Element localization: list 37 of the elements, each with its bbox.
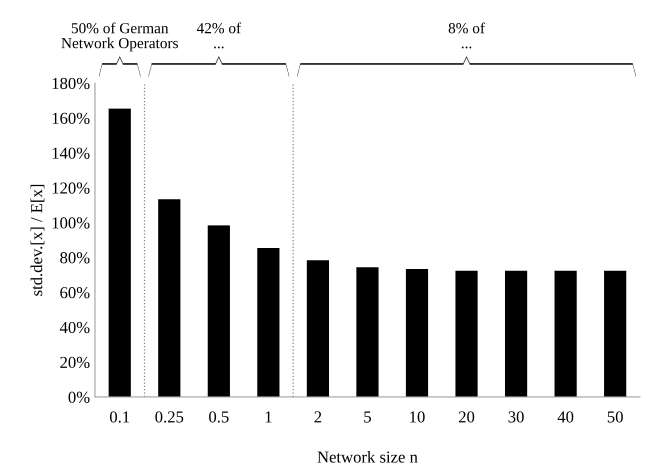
bar: [504, 270, 528, 397]
y-tick-label: 180%: [52, 78, 90, 90]
y-tick-label: 120%: [52, 182, 90, 194]
bar: [306, 260, 330, 397]
bar: [356, 267, 379, 397]
bar: [208, 225, 230, 397]
y-axis-title: std.dev.[x] / E[x]: [30, 184, 44, 296]
text: 8% of ...: [448, 22, 485, 48]
x-tick-label: 10: [410, 411, 425, 423]
x-tick-label: 20: [458, 411, 474, 423]
x-tick-label: 5: [364, 411, 371, 423]
x-tick-label: 50: [608, 411, 623, 423]
x-tick-label: 40: [558, 411, 574, 423]
y-tick-label: 60%: [60, 287, 90, 298]
text: 42% of ...: [196, 22, 242, 48]
bar: [554, 270, 577, 397]
y-tick-label: 160%: [52, 112, 90, 124]
x-tick-label: 0.25: [155, 411, 184, 423]
y-tick-label: 140%: [52, 148, 90, 159]
x-tick-label: 2: [314, 411, 322, 422]
x-tick-label: 1: [266, 411, 272, 422]
bar: [158, 199, 180, 397]
bar: [455, 270, 478, 397]
text: 50% of German Network Operators: [61, 22, 178, 52]
y-tick-label: 20%: [60, 356, 90, 368]
x-tick-label: 0.5: [209, 411, 229, 423]
y-tick-label: 100%: [52, 217, 90, 229]
bar: [108, 108, 131, 397]
y-tick-label: 40%: [60, 322, 90, 334]
bar: [257, 248, 280, 397]
bar: [406, 268, 428, 397]
bar: [604, 270, 626, 397]
y-tick-label: 80%: [60, 252, 90, 264]
y-tick-label: 0%: [68, 392, 90, 403]
x-axis-title: Network size n: [317, 450, 418, 463]
x-tick-label: 0.1: [110, 411, 130, 423]
x-tick-label: 30: [508, 411, 524, 423]
